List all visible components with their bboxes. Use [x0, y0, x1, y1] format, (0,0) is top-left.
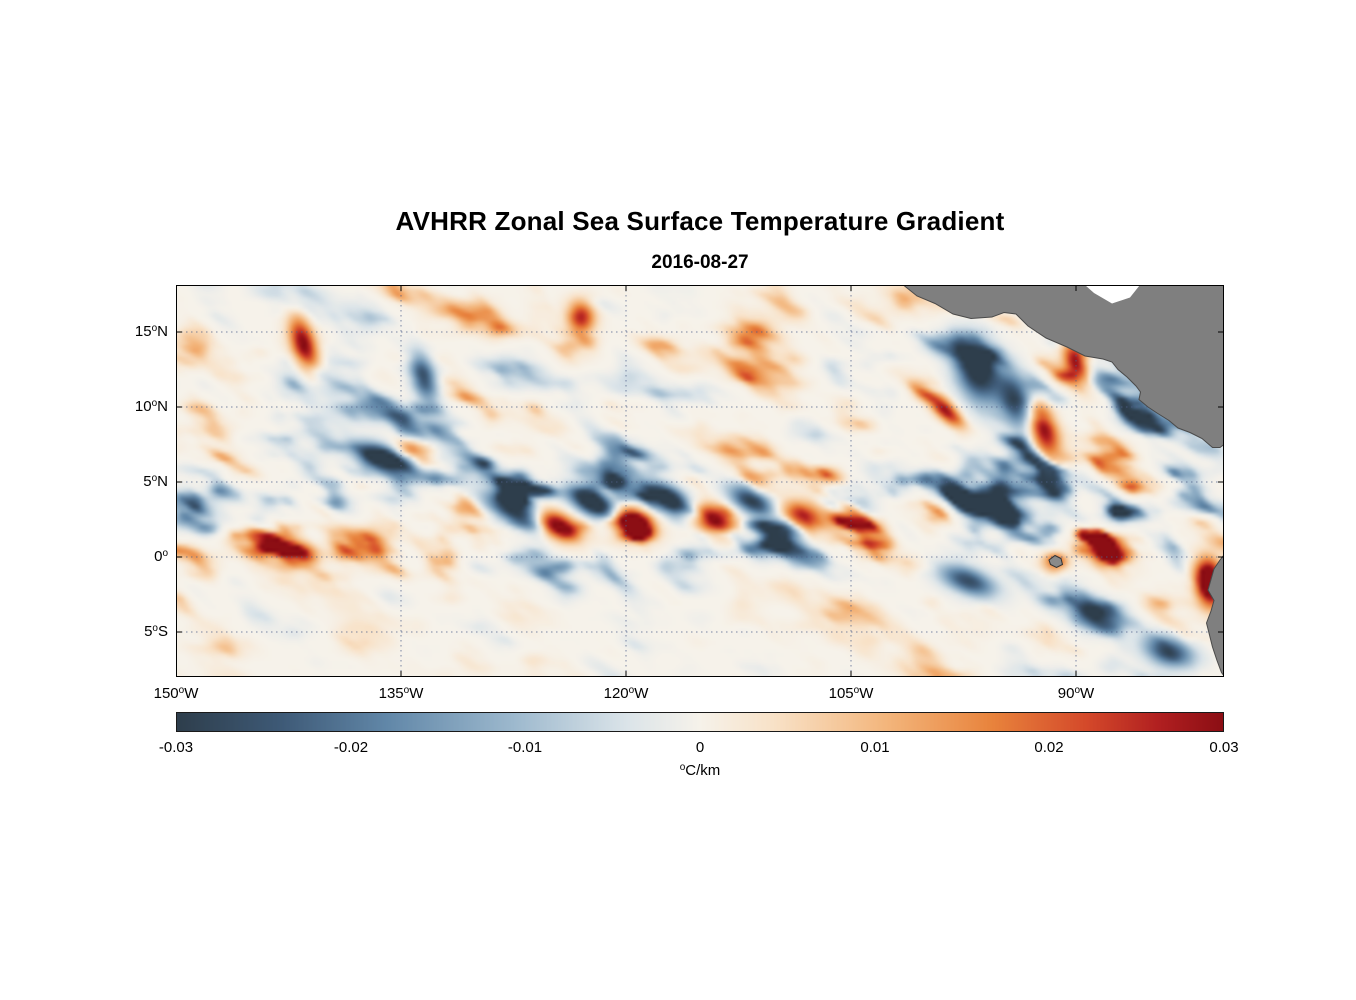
ytick-10n: 10oN	[104, 397, 168, 417]
cbar-tick: 0.02	[1034, 739, 1064, 756]
xtick-hemi: W	[1080, 685, 1095, 702]
xtick-135w: 135oW	[356, 684, 446, 704]
map-overlay	[176, 285, 1224, 677]
degree-symbol: o	[403, 685, 410, 696]
xtick-90w: 90oW	[1031, 684, 1121, 704]
degree-symbol: o	[628, 685, 635, 696]
xtick-value: 90	[1057, 685, 1075, 702]
xtick-value: 120	[603, 685, 629, 702]
degree-symbol: o	[1074, 685, 1081, 696]
land-central-america	[902, 285, 1224, 448]
chart-title: AVHRR Zonal Sea Surface Temperature Grad…	[395, 206, 1005, 236]
colorbar-unit-label: oC/km	[625, 762, 775, 779]
ytick-value: 5	[144, 623, 153, 640]
ytick-15n: 15oN	[104, 322, 168, 342]
xtick-120w: 120oW	[581, 684, 671, 704]
ytick-hemi: N	[157, 323, 168, 340]
degree-symbol: o	[151, 323, 158, 334]
degree-symbol: o	[178, 685, 185, 696]
axes-box	[176, 285, 1224, 677]
chart-date: 2016-08-27	[651, 252, 749, 273]
colorbar	[176, 712, 1224, 732]
colorbar-gradient	[177, 713, 1223, 731]
ytick-hemi: S	[157, 623, 168, 640]
land-galapagos	[1048, 554, 1064, 569]
caribbean-mask	[1084, 285, 1140, 304]
ytick-value: 0	[154, 548, 163, 565]
xtick-150w: 150oW	[131, 684, 221, 704]
degree-symbol: o	[679, 762, 686, 773]
xtick-105w: 105oW	[806, 684, 896, 704]
map-area	[176, 285, 1224, 677]
xtick-hemi: W	[634, 685, 649, 702]
cbar-tick: 0.01	[860, 739, 890, 756]
sst-gradient-field	[176, 285, 1224, 677]
ytick-hemi: N	[157, 473, 168, 490]
ytick-value: 10	[134, 398, 152, 415]
cbar-tick: 0	[695, 739, 705, 756]
land-south-america	[1205, 554, 1224, 677]
degree-symbol: o	[151, 398, 158, 409]
cbar-tick: -0.03	[158, 739, 194, 756]
ytick-0: 0o	[104, 547, 168, 567]
ytick-5n: 5oN	[104, 472, 168, 492]
xtick-hemi: W	[184, 685, 199, 702]
xtick-value: 150	[153, 685, 179, 702]
cbar-tick: -0.02	[333, 739, 369, 756]
xtick-value: 135	[378, 685, 404, 702]
xtick-hemi: W	[859, 685, 874, 702]
degree-symbol: o	[151, 473, 158, 484]
ytick-5s: 5oS	[104, 622, 168, 642]
ytick-hemi: N	[157, 398, 168, 415]
ytick-value: 5	[143, 473, 152, 490]
cbar-tick: -0.01	[507, 739, 543, 756]
cbar-tick: 0.03	[1209, 739, 1239, 756]
degree-symbol: o	[853, 685, 860, 696]
unit-text: C/km	[685, 762, 721, 779]
degree-symbol: o	[152, 623, 158, 634]
xtick-hemi: W	[409, 685, 424, 702]
degree-symbol: o	[162, 548, 168, 559]
ytick-value: 15	[134, 323, 152, 340]
xtick-value: 105	[828, 685, 854, 702]
